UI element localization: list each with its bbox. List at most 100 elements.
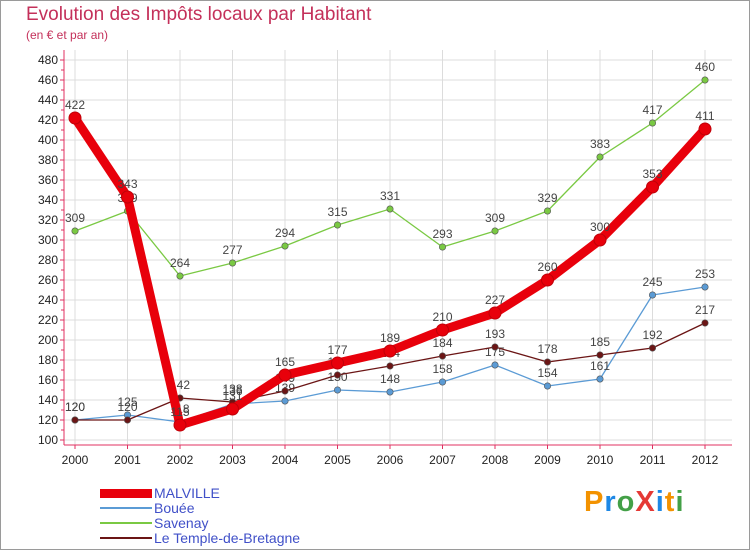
x-tick-label: 2005 <box>324 453 351 467</box>
y-tick-label: 460 <box>38 73 58 87</box>
data-point <box>124 416 132 424</box>
logo-letter: X <box>635 486 656 518</box>
data-label: 115 <box>170 405 189 419</box>
data-point <box>543 207 551 215</box>
proxiti-logo: ProXiti <box>584 486 685 519</box>
data-label: 192 <box>642 328 662 342</box>
data-label: 227 <box>485 293 505 307</box>
data-point <box>648 344 656 352</box>
y-tick-label: 280 <box>38 253 58 267</box>
data-point <box>333 221 341 229</box>
data-label: 277 <box>222 243 242 257</box>
data-label: 177 <box>327 343 347 357</box>
data-point <box>698 122 712 136</box>
data-point <box>436 323 449 337</box>
data-label: 294 <box>275 226 295 240</box>
y-tick-label: 360 <box>38 173 58 187</box>
data-label: 148 <box>380 372 400 386</box>
y-tick-label: 440 <box>38 93 58 107</box>
logo-letter: t <box>664 486 676 518</box>
data-point <box>701 283 709 291</box>
x-tick-label: 2007 <box>429 453 456 467</box>
y-tick-label: 320 <box>38 213 58 227</box>
legend-item: Le Temple-de-Bretagne <box>100 530 301 546</box>
data-label: 161 <box>590 359 610 373</box>
data-label: 260 <box>537 260 557 274</box>
data-label: 210 <box>432 310 452 324</box>
y-tick-label: 240 <box>38 293 58 307</box>
data-point <box>438 378 446 386</box>
legend-swatch <box>100 507 152 509</box>
data-point <box>229 259 237 267</box>
legend-swatch <box>100 522 152 524</box>
x-tick-label: 2006 <box>377 453 404 467</box>
data-label: 131 <box>222 389 242 403</box>
data-label: 460 <box>695 60 715 74</box>
x-tick-label: 2008 <box>482 453 509 467</box>
legend-label: MALVILLE <box>154 485 220 501</box>
x-tick-label: 2002 <box>167 453 194 467</box>
data-label: 353 <box>642 167 662 181</box>
y-tick-label: 420 <box>38 113 58 127</box>
data-point <box>281 397 289 405</box>
data-point <box>648 119 656 127</box>
data-label: 300 <box>590 220 610 234</box>
data-label: 309 <box>485 211 505 225</box>
y-tick-label: 260 <box>38 273 58 287</box>
y-tick-label: 400 <box>38 133 58 147</box>
data-point <box>176 272 184 280</box>
y-tick-label: 120 <box>38 413 58 427</box>
data-point <box>648 291 656 299</box>
logo-letter: P <box>584 486 605 518</box>
data-point <box>541 273 554 287</box>
data-point <box>386 362 394 370</box>
y-tick-label: 380 <box>38 153 58 167</box>
data-point <box>491 227 499 235</box>
data-point <box>596 351 604 359</box>
data-point <box>596 153 604 161</box>
data-point <box>331 356 344 370</box>
data-point <box>596 375 604 383</box>
data-label: 315 <box>327 205 347 219</box>
y-tick-label: 160 <box>38 373 58 387</box>
x-tick-label: 2011 <box>640 453 666 467</box>
data-label: 383 <box>590 137 610 151</box>
data-label: 245 <box>642 275 662 289</box>
data-point <box>701 76 709 84</box>
data-label: 154 <box>537 366 557 380</box>
data-label: 422 <box>65 98 85 112</box>
data-point <box>68 111 82 125</box>
plot-background <box>64 50 732 445</box>
legend-label: Le Temple-de-Bretagne <box>154 530 301 546</box>
data-label: 309 <box>65 211 85 225</box>
x-tick-label: 2012 <box>692 453 719 467</box>
logo-letter: i <box>675 486 685 518</box>
x-tick-label: 2004 <box>272 453 299 467</box>
y-tick-label: 300 <box>38 233 58 247</box>
data-label: 138 <box>222 382 242 396</box>
data-point <box>333 386 341 394</box>
chart-subtitle: (en € et par an) <box>26 28 109 42</box>
data-point <box>281 242 289 250</box>
data-label: 417 <box>642 103 662 117</box>
data-point <box>71 416 79 424</box>
y-tick-label: 200 <box>38 333 58 347</box>
x-tick-label: 2001 <box>114 453 141 467</box>
data-label: 185 <box>590 335 610 349</box>
data-label: 125 <box>117 395 137 409</box>
data-label: 165 <box>275 355 295 369</box>
y-tick-label: 180 <box>38 353 58 367</box>
legend-item: MALVILLE <box>100 485 220 501</box>
data-point <box>646 180 659 194</box>
data-label: 217 <box>695 303 715 317</box>
logo-letter: i <box>655 486 665 518</box>
data-point <box>383 344 397 358</box>
series-savenay: 309329264277294315331293309329383417460 <box>65 60 715 280</box>
y-tick-label: 340 <box>38 193 58 207</box>
legend-label: Savenay <box>154 515 209 531</box>
y-tick-label: 480 <box>38 53 58 67</box>
data-point <box>488 306 502 320</box>
logo-letter: o <box>616 486 636 518</box>
data-point <box>491 343 499 351</box>
